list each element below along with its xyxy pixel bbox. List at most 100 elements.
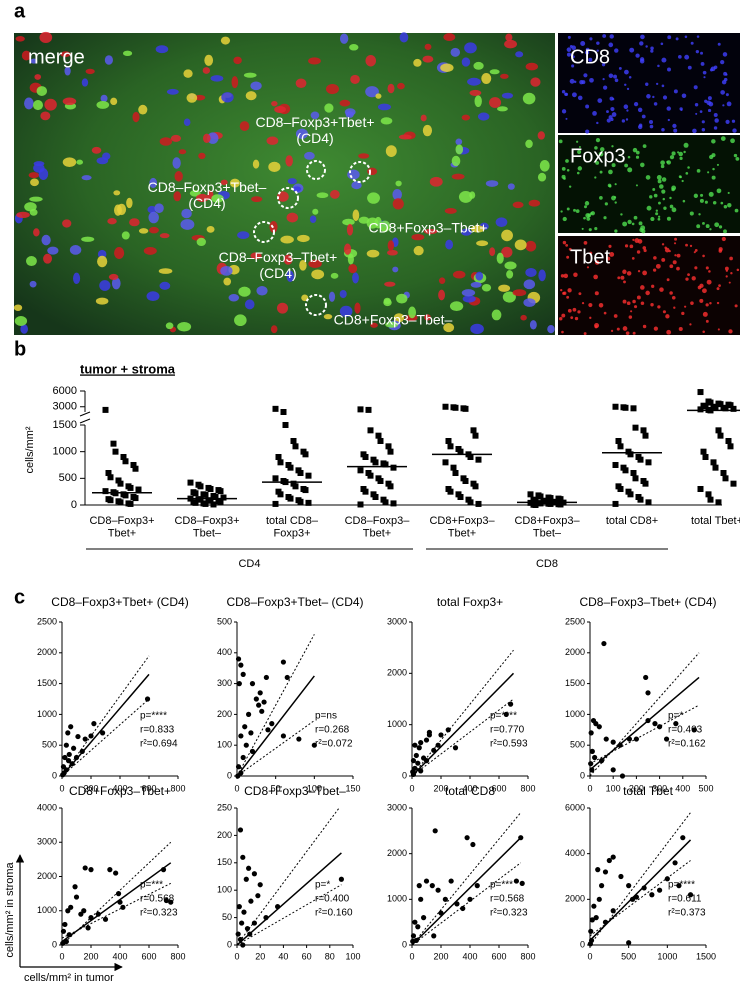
cell xyxy=(642,246,647,250)
data-point xyxy=(592,754,598,761)
cell xyxy=(700,193,704,197)
cell xyxy=(113,190,121,196)
cell xyxy=(250,81,262,91)
cell xyxy=(717,42,721,46)
cell xyxy=(624,83,627,86)
stat-annotation: p=**** xyxy=(668,880,695,891)
data-point xyxy=(236,681,242,687)
cell xyxy=(245,91,257,101)
tbet-image xyxy=(558,236,740,335)
cell xyxy=(107,218,117,225)
cell xyxy=(473,61,484,70)
confidence-line xyxy=(61,698,150,777)
cell xyxy=(718,225,723,229)
data-point xyxy=(630,405,637,412)
cell xyxy=(632,299,636,304)
cell xyxy=(13,304,23,311)
cell xyxy=(709,68,714,72)
cell xyxy=(727,203,732,208)
cell xyxy=(349,44,359,51)
cell xyxy=(708,270,711,273)
cell xyxy=(627,155,631,159)
cell xyxy=(223,277,232,286)
data-point xyxy=(680,835,686,841)
cell xyxy=(672,260,677,265)
y-tick-label: 150 xyxy=(217,857,232,867)
cell xyxy=(676,266,680,271)
cell xyxy=(387,249,398,256)
cell xyxy=(367,192,380,204)
cell xyxy=(397,82,405,90)
cell xyxy=(220,36,231,45)
data-point xyxy=(239,920,245,926)
cell xyxy=(576,171,580,175)
y-tick-label: 0 xyxy=(71,499,77,511)
data-point xyxy=(246,711,252,718)
cell xyxy=(158,268,173,274)
data-point xyxy=(160,867,167,873)
data-point xyxy=(272,500,279,507)
data-point xyxy=(241,909,247,915)
cell xyxy=(204,54,214,66)
cell xyxy=(640,285,645,290)
cell xyxy=(645,82,649,86)
data-point xyxy=(429,883,435,889)
cell xyxy=(626,87,630,91)
cell xyxy=(325,84,340,95)
data-point xyxy=(91,721,97,727)
data-point xyxy=(235,773,241,779)
cell xyxy=(611,145,614,148)
data-point xyxy=(372,494,379,500)
cell xyxy=(525,139,533,149)
cell xyxy=(111,277,121,290)
cell xyxy=(28,172,40,179)
data-point xyxy=(244,925,251,932)
cell xyxy=(312,208,319,215)
cell xyxy=(211,194,224,203)
cell xyxy=(648,119,654,125)
data-point xyxy=(610,767,616,773)
text-line: CD8–Foxp3–Tbet+ xyxy=(219,249,338,265)
cell xyxy=(420,114,427,122)
cell xyxy=(620,275,625,280)
x-tick-label: 50 xyxy=(271,783,281,793)
cell xyxy=(580,41,586,46)
cell xyxy=(274,106,286,113)
cell xyxy=(520,314,527,321)
data-point xyxy=(626,736,633,742)
stat-annotation: r=0.833 xyxy=(140,725,175,736)
cell xyxy=(339,289,347,299)
cell xyxy=(424,314,431,321)
cell xyxy=(606,118,611,123)
data-point xyxy=(627,491,634,498)
y-tick-label: 0 xyxy=(227,770,232,780)
cell xyxy=(422,55,434,63)
cell xyxy=(723,229,727,234)
y-tick-label: 0 xyxy=(580,770,585,780)
cell xyxy=(699,198,704,203)
cell xyxy=(583,241,588,245)
cell xyxy=(561,89,566,94)
cell xyxy=(684,54,690,60)
cell xyxy=(606,110,609,114)
data-point xyxy=(387,483,394,490)
cell xyxy=(95,297,109,305)
data-point xyxy=(242,724,248,730)
cell xyxy=(689,211,694,216)
cell xyxy=(585,129,590,134)
y-tick-label: 2000 xyxy=(565,647,585,657)
cell xyxy=(729,256,733,261)
data-point xyxy=(722,475,729,482)
data-point xyxy=(79,748,85,754)
cell xyxy=(138,228,149,234)
cell xyxy=(622,269,627,274)
data-point xyxy=(725,438,732,444)
cell xyxy=(104,55,113,65)
data-point xyxy=(595,867,601,873)
cell xyxy=(631,222,635,226)
y-tick-label: 3000 xyxy=(387,802,407,812)
cell xyxy=(725,275,728,278)
data-point xyxy=(641,885,647,891)
data-point xyxy=(438,910,444,916)
cell xyxy=(566,168,570,172)
